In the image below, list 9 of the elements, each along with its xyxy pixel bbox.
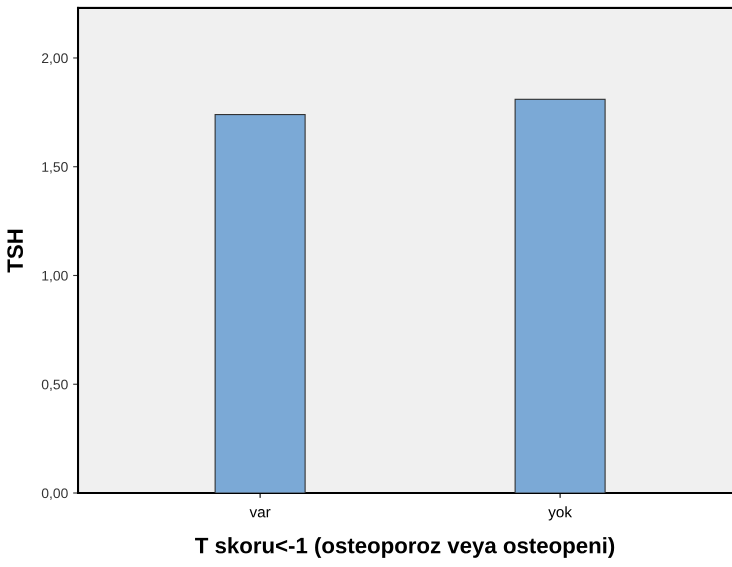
x-axis-title: T skoru<-1 (osteoporoz veya osteopeni): [195, 537, 614, 558]
x-tick-label: var: [250, 509, 270, 518]
x-tick-label: yok: [548, 506, 572, 520]
y-axis-title: TSH: [7, 230, 23, 272]
y-tick-label: 0,50: [42, 380, 68, 392]
y-tick-label: 0,00: [42, 488, 68, 500]
y-tick-label: 2,00: [42, 53, 68, 65]
y-tick-label: 1,00: [42, 270, 68, 282]
y-tick-label: 1,50: [42, 162, 68, 174]
